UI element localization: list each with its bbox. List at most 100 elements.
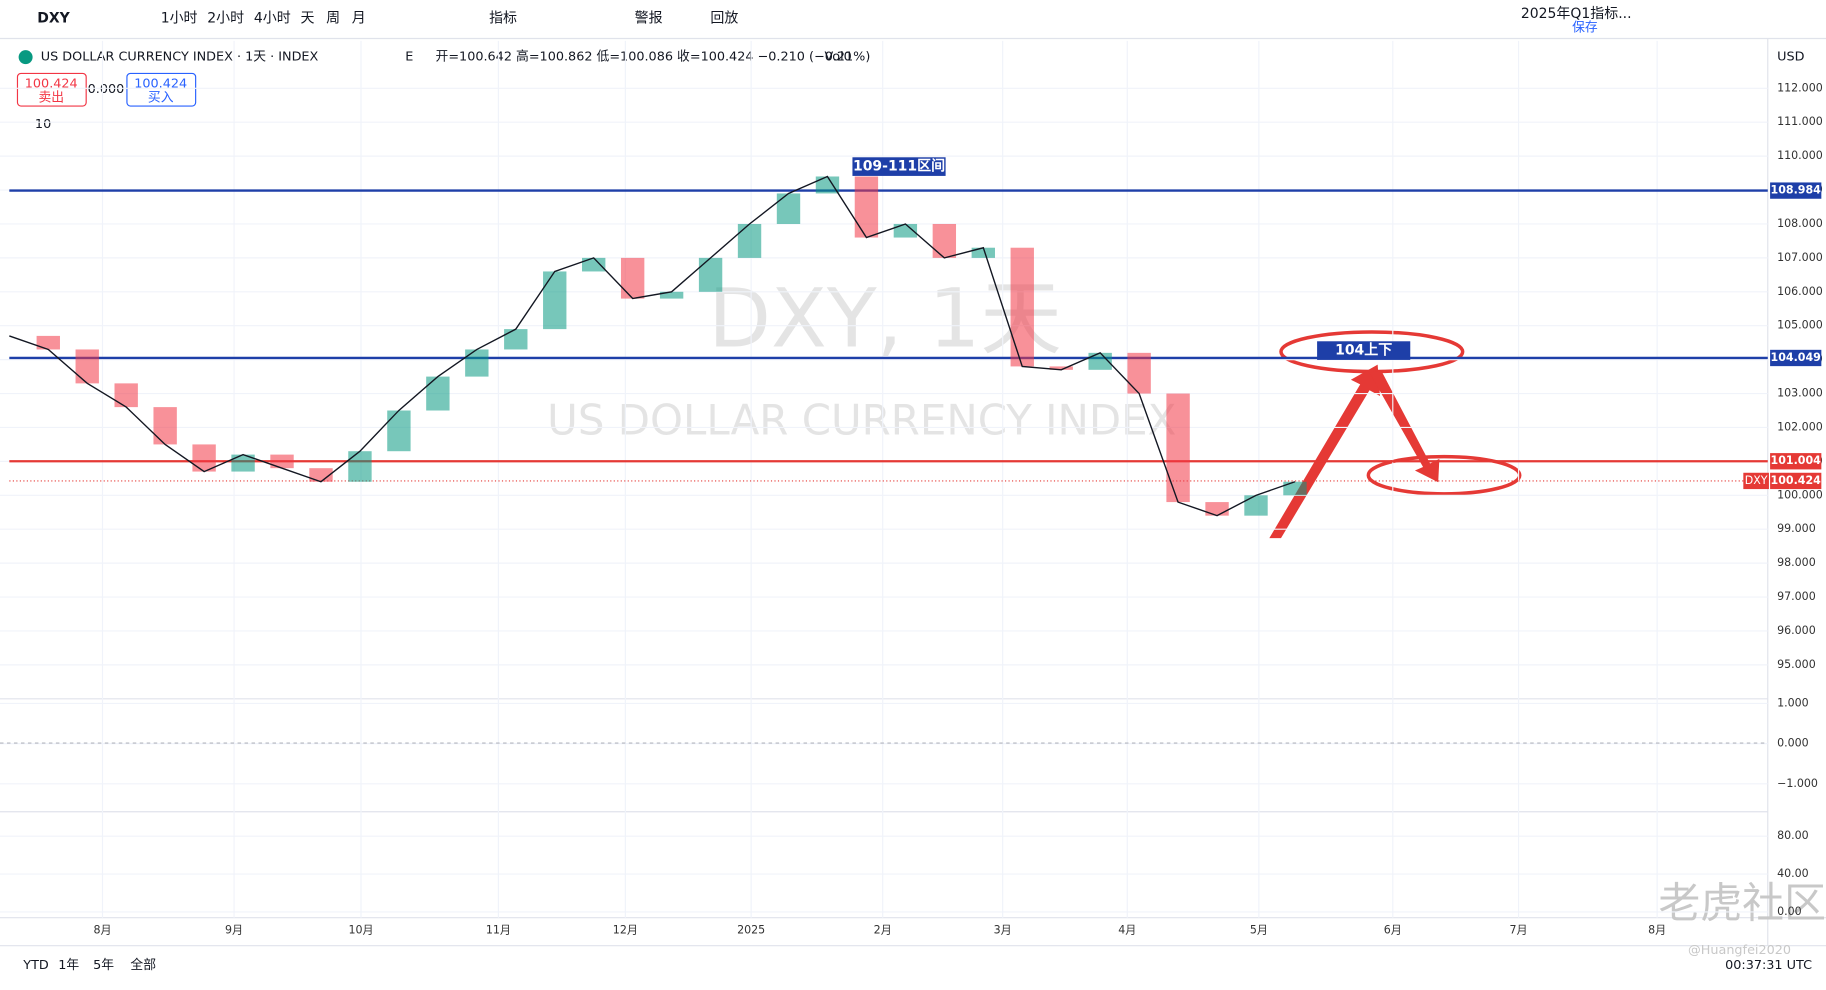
annotation: 109-111区间 bbox=[853, 158, 945, 175]
level-label: 104.049 bbox=[1771, 351, 1821, 364]
candle bbox=[582, 257, 606, 272]
x-tick-label: 11月 bbox=[486, 924, 511, 937]
legend-ohlc: 开=100.642 高=100.862 低=100.086 收=100.424 … bbox=[436, 49, 871, 65]
interval-button[interactable]: 4小时 bbox=[254, 11, 291, 27]
candle bbox=[1010, 247, 1034, 367]
candle bbox=[114, 383, 138, 408]
level-tag bbox=[1770, 182, 1822, 199]
indicators-button[interactable]: 指标 bbox=[489, 11, 517, 27]
range-button[interactable]: 5年 bbox=[93, 958, 114, 973]
interval-button[interactable]: 周 bbox=[326, 11, 340, 27]
candle bbox=[1166, 393, 1190, 503]
candle bbox=[1205, 502, 1229, 516]
y-tick-label: 103.000 bbox=[1777, 387, 1823, 400]
sell-button[interactable] bbox=[16, 72, 87, 107]
x-tick-label: 4月 bbox=[1118, 924, 1136, 937]
buy-button[interactable] bbox=[126, 72, 197, 107]
sell-price: 100.424 bbox=[25, 76, 78, 91]
clock: 00:37:31 UTC bbox=[1725, 958, 1812, 973]
spread: 0.000 bbox=[88, 82, 125, 97]
x-tick-label: 8月 bbox=[93, 924, 111, 937]
layout-name[interactable]: 2025年Q1指标... bbox=[1521, 6, 1632, 22]
y-tick-label: 98.000 bbox=[1777, 556, 1816, 569]
y-tick-label: 105.000 bbox=[1777, 319, 1823, 332]
brand-watermark: 老虎社区 bbox=[1658, 879, 1826, 928]
candle bbox=[309, 468, 333, 482]
candle bbox=[270, 454, 294, 469]
annotation: 104上下 bbox=[1335, 343, 1392, 359]
buy-label: 买入 bbox=[148, 90, 174, 105]
candle bbox=[1049, 366, 1073, 370]
replay-button[interactable]: 回放 bbox=[710, 11, 738, 27]
indicator-count[interactable]: 10 bbox=[35, 117, 51, 132]
x-tick-label: 3月 bbox=[994, 924, 1012, 937]
candle bbox=[1127, 352, 1151, 394]
y-tick-label: 95.000 bbox=[1777, 658, 1816, 671]
buy-price: 100.424 bbox=[134, 76, 187, 91]
candle bbox=[776, 193, 801, 224]
candle bbox=[426, 376, 450, 411]
y-tick-label: 112.000 bbox=[1777, 81, 1823, 94]
range-button[interactable]: 全部 bbox=[130, 957, 156, 973]
last-price-tag bbox=[1770, 472, 1822, 490]
last-price-label: 100.424 bbox=[1771, 474, 1822, 487]
x-tick-label: 7月 bbox=[1510, 924, 1528, 937]
y-tick-label: 0.000 bbox=[1777, 737, 1809, 750]
candle bbox=[1283, 481, 1307, 496]
y-tick-label: 80.00 bbox=[1777, 829, 1809, 842]
candle bbox=[504, 329, 528, 350]
legend-volume: Vol0 bbox=[824, 50, 851, 65]
watermark: US DOLLAR CURRENCY INDEX bbox=[547, 395, 1176, 444]
candle bbox=[893, 223, 918, 238]
save-button[interactable]: 保存 bbox=[1572, 21, 1598, 36]
candle bbox=[659, 291, 684, 299]
x-tick-label: 10月 bbox=[348, 924, 373, 937]
alert-button[interactable]: 警报 bbox=[635, 11, 663, 27]
candle bbox=[932, 223, 957, 258]
range-button[interactable]: YTD bbox=[22, 958, 49, 973]
currency: USD bbox=[1777, 50, 1804, 65]
range-button[interactable]: 1年 bbox=[58, 958, 79, 973]
level-tag bbox=[1770, 453, 1822, 470]
x-tick-label: 9月 bbox=[225, 924, 243, 937]
author-watermark: @Huangfei2020 bbox=[1688, 943, 1791, 958]
level-tag bbox=[1770, 349, 1822, 367]
last-name: DXY bbox=[1745, 474, 1768, 487]
candle bbox=[1244, 495, 1268, 516]
x-tick-label: 6月 bbox=[1384, 924, 1402, 937]
annotation-box bbox=[852, 157, 946, 176]
x-tick-label: 2月 bbox=[874, 924, 892, 937]
interval-button[interactable]: 2小时 bbox=[207, 11, 244, 27]
candle bbox=[620, 257, 645, 299]
y-tick-label: 102.000 bbox=[1777, 420, 1823, 433]
y-tick-label: 96.000 bbox=[1777, 624, 1816, 637]
x-tick-label: 8月 bbox=[1648, 924, 1666, 937]
x-tick-label: 2025 bbox=[737, 924, 765, 937]
highlight-ellipse bbox=[1366, 454, 1522, 496]
candle bbox=[192, 444, 216, 472]
level-label: 108.984 bbox=[1771, 184, 1822, 197]
interval-button[interactable]: 月 bbox=[352, 11, 366, 27]
y-tick-label: 110.000 bbox=[1777, 149, 1823, 162]
y-tick-label: 0.00 bbox=[1777, 905, 1802, 918]
symbol-search[interactable]: DXY bbox=[37, 11, 70, 27]
y-tick-label: 40.00 bbox=[1777, 867, 1809, 880]
legend-title: US DOLLAR CURRENCY INDEX · 1天 · INDEX bbox=[41, 50, 319, 65]
symbol-icon bbox=[18, 50, 33, 65]
annotation-box bbox=[1317, 341, 1411, 360]
candle bbox=[465, 349, 489, 377]
interval-button[interactable]: 天 bbox=[300, 11, 314, 27]
last-name-tag bbox=[1743, 472, 1769, 490]
candle bbox=[737, 223, 762, 258]
price-line bbox=[9, 175, 1296, 517]
candle bbox=[971, 247, 995, 258]
arrow-down bbox=[1369, 370, 1440, 483]
candle bbox=[348, 451, 372, 482]
candle bbox=[387, 410, 411, 452]
y-tick-label: 107.000 bbox=[1777, 251, 1823, 264]
y-tick-label: 100.000 bbox=[1777, 488, 1823, 501]
interval-button[interactable]: 1小时 bbox=[161, 11, 198, 27]
watermark: DXY, 1天 bbox=[708, 271, 1062, 366]
candle bbox=[1088, 352, 1112, 370]
